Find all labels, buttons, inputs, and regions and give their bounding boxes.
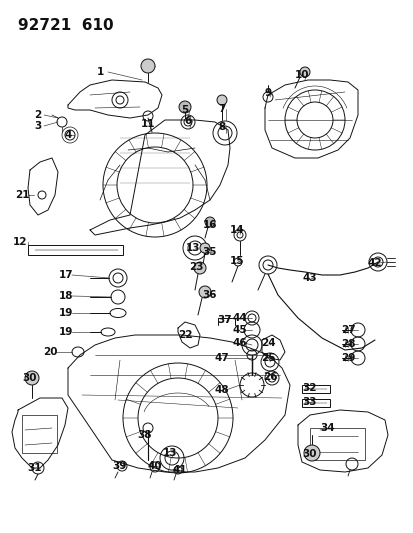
Text: 20: 20: [43, 347, 57, 357]
Text: 13: 13: [162, 448, 177, 458]
Circle shape: [199, 243, 209, 253]
Text: 16: 16: [202, 220, 217, 230]
Text: 8: 8: [218, 122, 225, 132]
Text: 15: 15: [229, 256, 244, 266]
Text: 45: 45: [232, 325, 247, 335]
Bar: [301, 399, 329, 407]
Text: 9: 9: [264, 88, 271, 98]
Text: 36: 36: [202, 290, 217, 300]
Circle shape: [216, 95, 226, 105]
Bar: [28, 245, 123, 255]
Text: 3: 3: [34, 121, 42, 131]
Text: 23: 23: [188, 262, 203, 272]
Text: 38: 38: [138, 430, 152, 440]
Circle shape: [178, 101, 190, 113]
Circle shape: [204, 217, 214, 227]
Text: 30: 30: [23, 373, 37, 383]
Text: 31: 31: [28, 463, 42, 473]
Text: 34: 34: [320, 423, 335, 433]
Circle shape: [303, 445, 319, 461]
Bar: [301, 385, 329, 393]
Text: 42: 42: [367, 258, 381, 268]
Text: 21: 21: [15, 190, 29, 200]
Text: 13: 13: [185, 243, 200, 253]
Text: 48: 48: [214, 385, 229, 395]
Bar: [22, 415, 57, 453]
Circle shape: [299, 67, 309, 77]
Text: 5: 5: [181, 105, 188, 115]
Text: 12: 12: [13, 237, 27, 247]
Text: 39: 39: [112, 461, 127, 471]
Text: 18: 18: [59, 291, 73, 301]
Text: 33: 33: [302, 397, 316, 407]
Circle shape: [141, 59, 154, 73]
Text: 19: 19: [59, 327, 73, 337]
Circle shape: [25, 371, 39, 385]
Text: 25: 25: [260, 353, 275, 363]
Text: 47: 47: [214, 353, 229, 363]
Text: 11: 11: [140, 119, 155, 129]
Text: 4: 4: [64, 130, 71, 140]
Text: 10: 10: [294, 70, 309, 80]
Text: 30: 30: [302, 449, 316, 459]
Text: 44: 44: [232, 313, 247, 323]
Text: 6: 6: [184, 116, 191, 126]
Text: 29: 29: [340, 353, 354, 363]
Circle shape: [194, 262, 206, 274]
Text: 14: 14: [229, 225, 244, 235]
Text: 41: 41: [172, 465, 187, 475]
Text: 7: 7: [218, 104, 225, 114]
Text: 35: 35: [202, 247, 217, 257]
Text: 1: 1: [96, 67, 103, 77]
Text: 46: 46: [232, 338, 247, 348]
Text: 24: 24: [260, 338, 275, 348]
Text: 27: 27: [340, 325, 354, 335]
Circle shape: [199, 286, 211, 298]
Text: 2: 2: [34, 110, 42, 120]
Text: 92721  610: 92721 610: [18, 18, 113, 33]
Text: 40: 40: [147, 461, 162, 471]
Text: 26: 26: [262, 372, 277, 382]
Text: 43: 43: [302, 273, 316, 283]
Text: 37: 37: [217, 315, 232, 325]
Bar: [309, 428, 364, 460]
Text: 22: 22: [177, 330, 192, 340]
Text: 32: 32: [302, 383, 316, 393]
Text: 17: 17: [59, 270, 73, 280]
Text: 19: 19: [59, 308, 73, 318]
Text: 28: 28: [340, 339, 354, 349]
